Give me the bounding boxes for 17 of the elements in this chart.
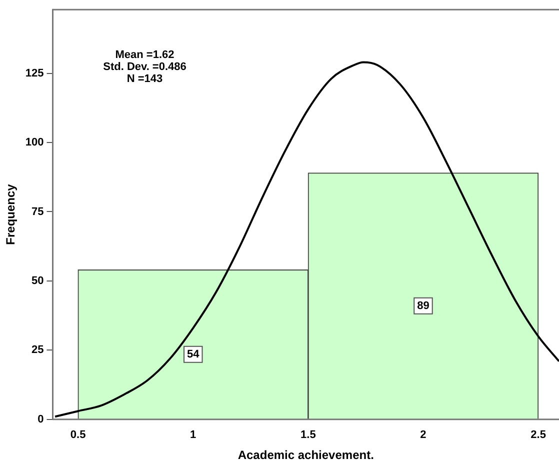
y-axis-title: Frequency <box>4 184 18 245</box>
y-tick-label: 75 <box>32 206 44 218</box>
data-label: 89 <box>417 300 430 312</box>
line-series <box>54 61 559 418</box>
y-tick-label: 25 <box>32 344 44 356</box>
x-tick-label: 0.5 <box>70 429 86 442</box>
y-tick-label: 100 <box>25 136 44 149</box>
x-tick-label: 1.5 <box>300 429 316 442</box>
y-tick-label: 50 <box>32 274 44 287</box>
x-tick-label: 2 <box>420 429 426 442</box>
x-tick-label: 1 <box>190 429 196 442</box>
y-tick-label: 0 <box>38 413 44 426</box>
annotation: Mean =1.62 Std. Dev. =0.486 N =143 <box>103 49 186 86</box>
data-label: 54 <box>186 348 200 360</box>
x-tick-label: 2.5 <box>530 429 546 442</box>
x-axis-title: Academic achievement. <box>238 448 374 462</box>
y-tick-label: 125 <box>25 67 44 80</box>
